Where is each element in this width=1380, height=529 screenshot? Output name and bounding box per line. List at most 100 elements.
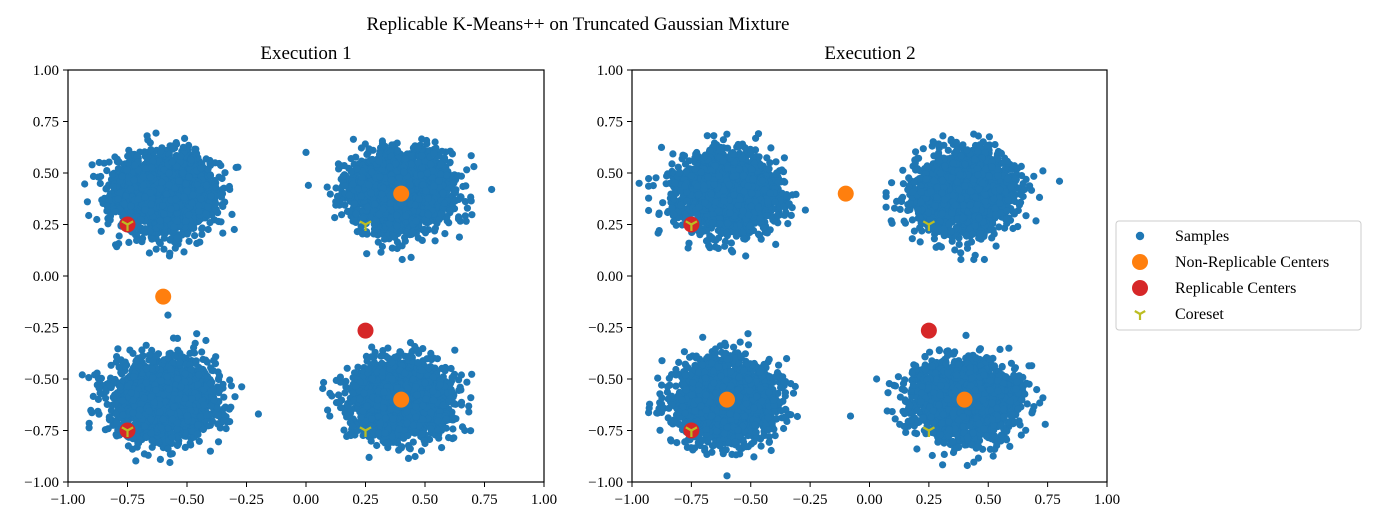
sample-point [149,157,157,165]
sample-point [147,200,155,208]
x-tick-label-execution-1-1: −0.75 [110,492,145,508]
sample-point [431,227,439,235]
y-tick-label-execution-1-1: 0.75 [33,115,59,131]
sample-point [435,177,443,185]
sample-point [225,182,233,191]
sample-point [191,145,199,153]
sample-point [371,200,379,208]
sample-point [118,172,126,181]
sample-point [462,182,470,190]
sample-point [354,185,362,193]
sample-point [467,193,475,201]
sample-point [431,138,439,146]
x-tick-label-execution-1-8: 1.00 [531,492,557,508]
sample-point [179,169,187,177]
plot-title-execution-1: Execution 1 [260,43,351,64]
y-tick-label-execution-1-7: −0.75 [24,424,59,440]
sample-point [167,205,175,213]
sample-point [157,147,165,155]
sample-point [204,203,212,211]
sample-point [463,204,471,212]
sample-point [140,228,148,236]
x-tick-label-execution-1-6: 0.50 [412,492,438,508]
sample-point [468,211,476,219]
sample-point [181,134,189,142]
sample-point [393,244,401,253]
sample-point [173,217,181,225]
sample-cluster-execution-1-0 [81,129,242,260]
sample-point [131,161,139,169]
sample-point [431,237,439,245]
x-tick-label-execution-1-5: 0.25 [352,492,378,508]
sample-point [389,232,398,240]
sample-point [221,169,229,177]
sample-point [146,173,155,181]
sample-point [130,176,138,184]
sample-point [352,153,360,161]
sample-point [206,172,215,180]
x-axis-execution-1: −1.00 −0.75 −0.50 −0.25 0.00 0.25 0.50 0.75 1.00 [51,482,557,508]
sample-point [349,135,357,143]
sample-point [420,225,428,233]
sample-point [152,129,160,137]
sample-point [401,237,409,245]
sample-point [152,245,160,253]
sample-point [185,173,193,181]
sample-point [414,144,422,152]
sample-point [345,191,353,199]
sample-point [340,162,348,170]
x-tick-label-execution-1-4: 0.00 [293,492,319,508]
sample-point [219,229,227,237]
sample-point [180,193,188,201]
sample-point [95,158,103,167]
sample-point [183,187,191,195]
sample-point [160,210,168,218]
sample-point [393,222,401,230]
sample-point [104,220,112,228]
sample-point [88,161,96,169]
sample-point [455,195,463,204]
sample-point [162,190,171,198]
sample-point [158,178,166,186]
sample-point [418,152,426,160]
sample-point [173,234,181,242]
sample-point [191,232,199,240]
sample-point [185,211,193,219]
y-axis-execution-1: 1.000.750.500.250.00−0.25−0.50−0.75−1.00 [24,63,68,491]
sample-point [188,199,196,207]
sample-point [197,164,205,172]
sample-point [198,230,206,238]
sample-point [408,160,416,168]
sample-point [331,214,339,222]
y-tick-label-execution-1-0: 1.00 [33,63,59,79]
sample-point [114,165,122,173]
sample-point [204,225,212,234]
x-tick-label-execution-1-2: −0.50 [170,492,205,508]
sample-point [195,201,203,210]
sample-point [187,156,195,164]
sample-point [377,248,385,256]
sample-point [323,183,331,191]
sample-point [437,160,445,168]
sample-point [430,150,438,158]
sample-point [139,173,147,181]
sample-point [206,156,214,165]
sample-point [441,230,449,238]
sample-point [470,163,478,171]
sample-point [133,236,141,244]
sample-point [159,202,167,210]
sample-point [196,186,204,194]
sample-point [182,180,190,188]
sample-point [326,190,334,198]
sample-point [115,232,123,240]
sample-point [228,210,236,218]
scatter-plot-execution-1: Execution 1 −1.00 −0.75 −0.50 −0.25 0.00 0.25… [24,43,557,508]
sample-point [198,225,206,233]
sample-point [156,217,164,225]
sample-point [182,217,190,225]
sample-point [454,215,463,223]
sample-point [418,236,426,244]
sample-point [202,181,211,189]
sample-point [339,172,347,180]
